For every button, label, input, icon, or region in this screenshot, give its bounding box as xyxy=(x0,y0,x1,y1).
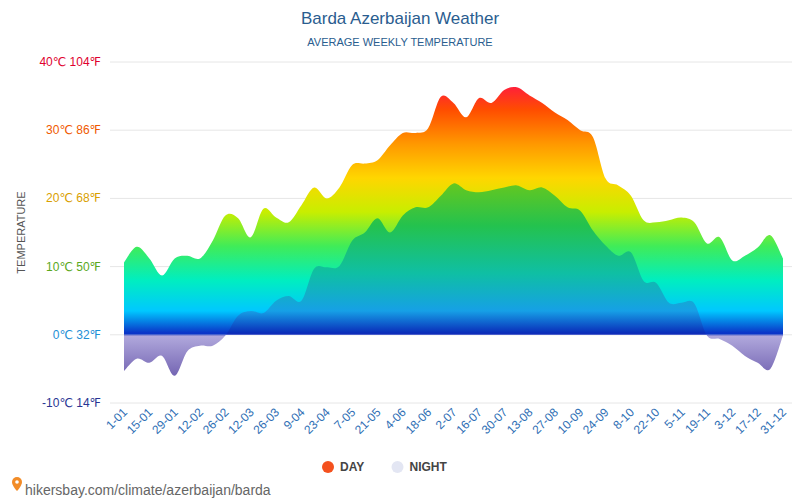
pin-icon-dot xyxy=(15,480,19,484)
x-tick-label: 15-01 xyxy=(124,405,156,437)
x-tick-label: 18-06 xyxy=(403,405,435,437)
pin-icon xyxy=(12,477,22,491)
area-night xyxy=(124,183,783,375)
y-tick-label: 10℃ 50℉ xyxy=(46,260,101,274)
grid-line xyxy=(110,403,792,404)
title: Barda Azerbaijan Weather xyxy=(301,9,499,28)
legend-swatch xyxy=(392,461,404,473)
x-tick-label: 30-07 xyxy=(479,405,511,437)
legend-label: DAY xyxy=(340,460,364,474)
x-tick-label: 17-12 xyxy=(732,405,764,437)
legend-swatch xyxy=(322,461,334,473)
x-tick-label: 24-09 xyxy=(580,405,612,437)
x-tick-label: 26-02 xyxy=(200,405,232,437)
legend: DAY NIGHT xyxy=(322,460,448,474)
plot-area xyxy=(124,87,783,376)
x-tick-label: 12-02 xyxy=(175,405,207,437)
x-tick-label: 31-12 xyxy=(758,405,790,437)
source: hikersbay.com/climate/azerbaijan/barda xyxy=(25,482,271,498)
y-tick-label: 30℃ 86℉ xyxy=(46,123,101,137)
y-tick-label: 20℃ 68℉ xyxy=(46,191,101,205)
y-tick-label: -10℃ 14℉ xyxy=(42,396,101,410)
x-tick-label: 27-08 xyxy=(529,405,561,437)
legend-label: NIGHT xyxy=(410,460,448,474)
x-tick-label: 23-04 xyxy=(301,405,333,437)
x-tick-label: 19-11 xyxy=(682,405,713,436)
x-tick-label: 26-03 xyxy=(251,405,283,437)
x-tick-label: 10-09 xyxy=(555,405,587,437)
y-tick-label: 40℃ 104℉ xyxy=(39,55,101,69)
x-tick-label: 29-01 xyxy=(149,405,181,437)
chart: Barda Azerbaijan Weather AVERAGE WEEKLY T… xyxy=(0,0,800,500)
grid-line xyxy=(110,62,792,63)
x-tick-label: 16-07 xyxy=(453,405,485,437)
x-tick-label: 21-05 xyxy=(352,405,384,437)
x-tick-label: 13-08 xyxy=(504,405,536,437)
x-tick-label: 12-03 xyxy=(225,405,257,437)
y-axis-title: TEMPERATURE xyxy=(15,191,27,273)
subtitle: AVERAGE WEEKLY TEMPERATURE xyxy=(307,36,492,48)
x-tick-label: 22-10 xyxy=(631,405,663,437)
y-tick-label: 0℃ 32℉ xyxy=(53,328,101,342)
